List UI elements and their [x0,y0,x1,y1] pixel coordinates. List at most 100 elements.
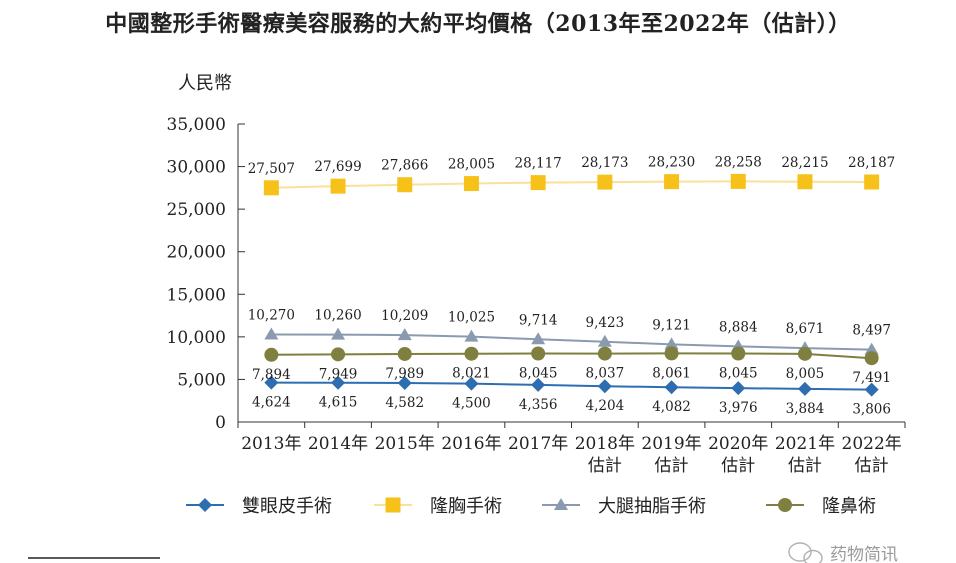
data-point [531,332,546,345]
data-point [463,176,479,192]
x-tick-label: 2020年 [708,434,768,454]
y-tick-label: 15,000 [167,285,226,305]
legend-label: 雙眼皮手術 [242,496,332,517]
data-point [397,346,412,361]
data-label: 4,082 [652,399,691,415]
data-label: 9,714 [519,312,558,328]
data-point [731,346,746,361]
data-label: 28,117 [515,156,562,172]
legend-item: 大腿抽脂手術 [542,496,706,517]
data-point [597,346,612,361]
legend-marker [385,497,401,513]
data-point [530,175,546,191]
data-label: 4,356 [519,397,558,413]
data-label: 8,671 [786,321,825,337]
x-tick-label: 估計 [721,456,755,476]
x-tick-label: 2014年 [308,434,368,454]
series-line [271,333,872,351]
data-point [597,334,612,347]
series-line [271,381,872,391]
data-label: 3,976 [719,400,758,416]
data-label: 9,121 [652,317,691,333]
data-label: 8,045 [519,366,558,382]
x-tick-label: 2015年 [375,434,435,454]
data-point [864,342,879,355]
data-point [864,351,879,366]
data-point [597,379,612,394]
wechat-icon-bubble [788,542,812,562]
data-point [464,329,479,342]
data-label: 10,270 [248,308,295,324]
data-label: 28,258 [715,154,762,170]
data-label: 28,230 [648,155,695,171]
data-label: 4,615 [319,395,358,411]
series-2: 27,507 27,699 27,866 28,005 28,117 28,173 28,2… [248,154,895,196]
data-label: 8,884 [719,319,758,335]
data-point [597,174,613,190]
data-point [330,178,346,194]
data-point [397,177,413,193]
data-point [797,174,813,190]
x-tick-label: 估計 [588,456,622,476]
data-point [797,381,812,396]
data-label: 4,582 [385,395,424,411]
legend-marker [554,498,568,510]
legend-item: 隆胸手術 [374,496,502,517]
data-label: 10,260 [314,308,361,324]
series-line [271,180,872,189]
legend-label: 隆胸手術 [430,496,502,517]
data-label: 4,204 [586,398,625,414]
y-tick-label: 30,000 [167,158,226,178]
x-tick-label: 2022年 [842,434,902,454]
data-point [531,377,546,392]
data-label: 28,173 [581,155,628,171]
chart-title: 中國整形手術醫療美容服務的大約平均價格（2013年至2022年（估計）） [105,11,851,37]
wechat-icon-bubble [803,549,823,563]
data-label: 7,989 [385,366,424,382]
x-tick-label: 2016年 [441,434,501,454]
data-label: 10,025 [448,310,495,326]
footer: 药物简讯 [28,542,898,563]
data-point [531,346,546,361]
data-label: 8,497 [852,323,891,339]
data-label: 8,021 [452,366,491,382]
x-tick-label: 估計 [855,456,889,476]
x-tick-label: 2017年 [508,434,568,454]
legend-marker [198,498,212,512]
legend-label: 大腿抽脂手術 [598,496,706,517]
data-point [664,174,680,190]
legend-item: 雙眼皮手術 [186,496,332,517]
y-axis-unit-label: 人民幣 [178,73,232,94]
x-tick-label: 2018年 [575,434,635,454]
x-tick-label: 2019年 [641,434,701,454]
y-tick-label: 20,000 [167,243,226,263]
x-tick-label: 估計 [655,456,689,476]
data-point [864,174,880,190]
data-point [664,337,679,350]
data-point [464,376,479,391]
data-point [331,347,346,362]
data-label: 27,866 [381,158,428,174]
data-label: 8,045 [719,366,758,382]
data-label: 4,624 [252,395,291,411]
series-line [271,352,872,360]
data-point [264,375,279,390]
x-tick-label: 2021年 [775,434,835,454]
legend: 雙眼皮手術 隆胸手術 大腿抽脂手術 隆鼻術 [186,496,876,517]
data-point [331,327,346,340]
data-point [397,328,412,341]
y-tick-label: 25,000 [167,200,226,220]
data-label: 7,491 [852,370,891,386]
legend-marker [778,498,792,512]
data-point [464,346,479,361]
y-tick-label: 35,000 [167,115,226,135]
axes: 人民幣 0 5,000 10,000 15,000 20,000 25,000 30,000 3… [167,73,906,476]
data-label: 8,061 [652,365,691,381]
data-label: 27,699 [314,159,361,175]
data-label: 3,884 [786,401,825,417]
data-point [331,375,346,390]
data-label: 7,894 [252,367,291,383]
series-1: 4,624 4,615 4,582 4,500 4,356 4,204 4,082 3,976… [252,375,891,418]
data-point [731,381,746,396]
